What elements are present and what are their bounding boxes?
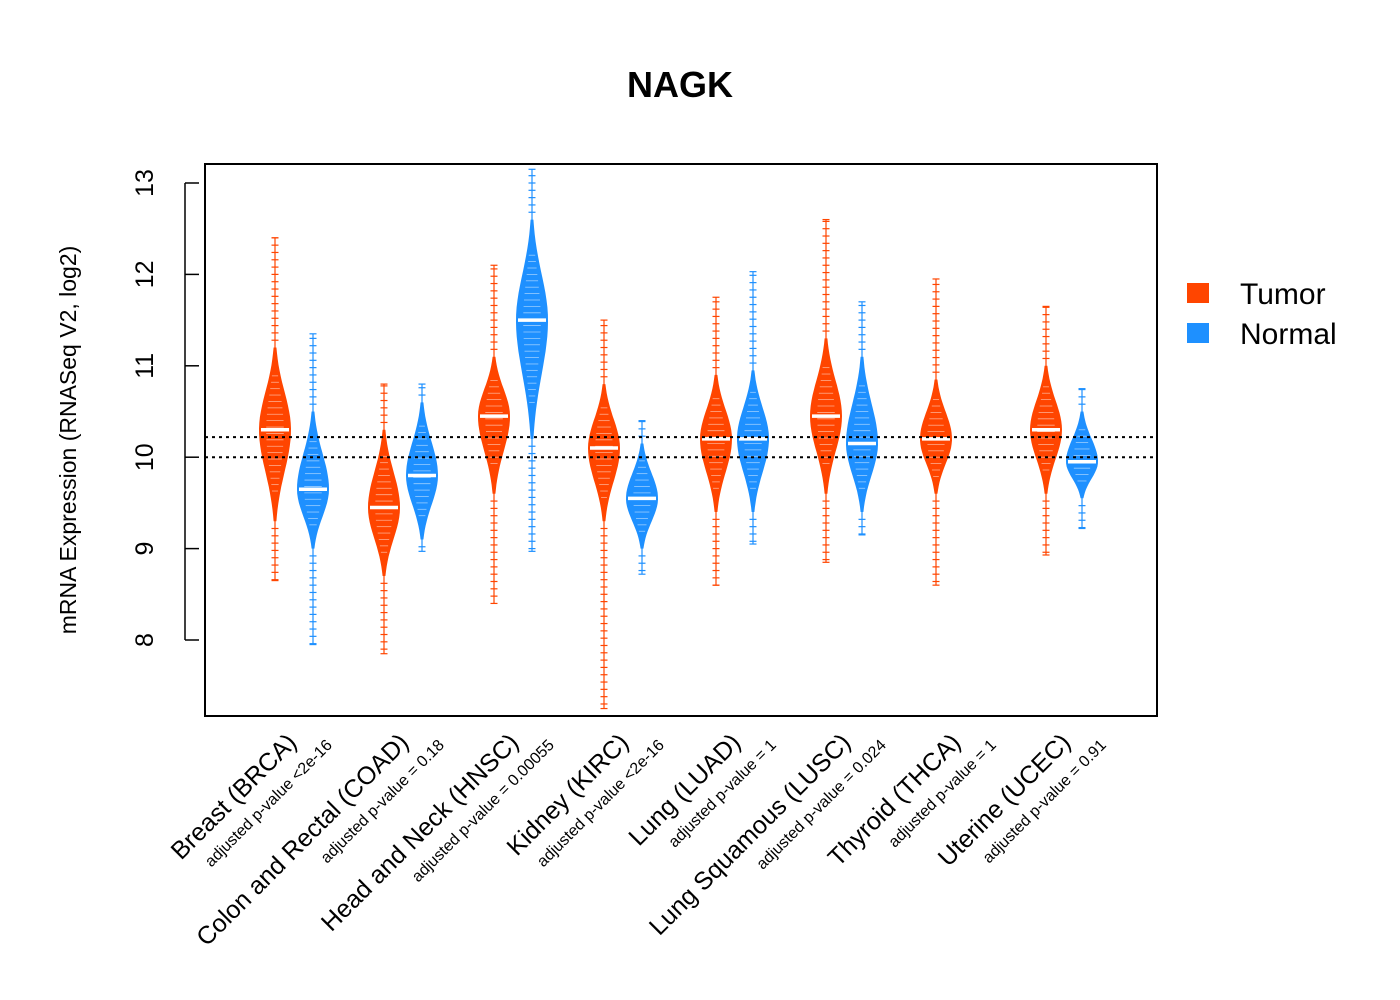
y-tick-label: 8	[131, 633, 159, 647]
tumor-violin	[368, 429, 400, 576]
y-tick-label: 13	[131, 169, 159, 197]
y-tick-label: 12	[131, 260, 159, 288]
legend-swatch-tumor	[1187, 283, 1209, 303]
legend-label-tumor: Tumor	[1240, 278, 1326, 311]
normal-violin	[846, 356, 878, 512]
chart-title: NAGK	[627, 64, 733, 105]
normal-violin	[516, 219, 548, 439]
y-tick-label: 10	[131, 443, 159, 471]
y-tick-label: 11	[131, 353, 159, 379]
y-axis-label: mRNA Expression (RNASeq V2, log2)	[55, 246, 81, 635]
normal-violin	[1066, 411, 1098, 499]
tumor-violin	[259, 347, 291, 522]
legend-label-normal: Normal	[1240, 318, 1337, 351]
y-tick-label: 9	[131, 542, 159, 556]
normal-violin	[626, 443, 658, 549]
plot-frame	[204, 163, 1158, 717]
legend: Tumor Normal	[1187, 278, 1337, 351]
normal-violin	[737, 370, 769, 512]
legend-swatch-normal	[1187, 323, 1209, 343]
